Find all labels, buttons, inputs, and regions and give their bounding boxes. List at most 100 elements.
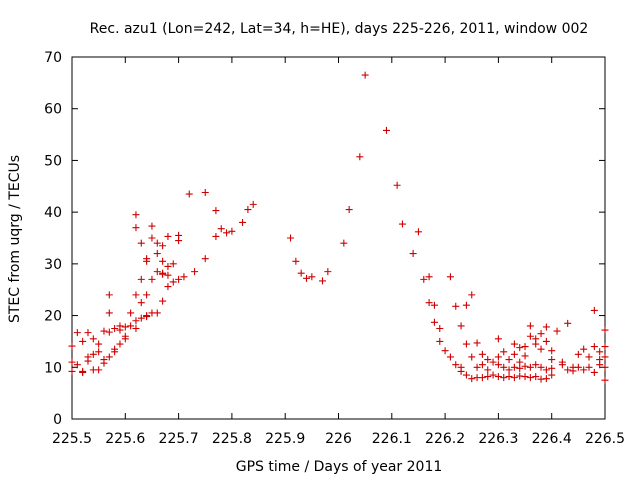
- data-point: [542, 337, 550, 345]
- data-point: [601, 343, 609, 351]
- y-tick-label: 70: [44, 50, 62, 66]
- data-point: [430, 318, 438, 326]
- data-point: [137, 275, 145, 283]
- data-point: [601, 376, 609, 384]
- data-point: [526, 374, 534, 382]
- data-point: [79, 337, 87, 345]
- data-point: [164, 262, 172, 270]
- x-tick-label: 225.8: [212, 431, 252, 447]
- data-point: [478, 350, 486, 358]
- data-point: [521, 362, 529, 370]
- data-point: [244, 206, 252, 214]
- data-point: [505, 356, 513, 364]
- data-point: [73, 329, 81, 337]
- data-point: [452, 302, 460, 310]
- data-point: [223, 229, 231, 237]
- data-point: [137, 299, 145, 307]
- data-point: [516, 344, 524, 352]
- data-point: [201, 255, 209, 263]
- data-point: [361, 71, 369, 79]
- data-point: [590, 306, 598, 314]
- data-point: [542, 375, 550, 383]
- x-tick-label: 226.1: [372, 431, 412, 447]
- data-point: [175, 275, 183, 283]
- data-point: [500, 348, 508, 356]
- data-points: [68, 71, 609, 384]
- data-point: [143, 291, 151, 299]
- data-point: [143, 255, 151, 263]
- data-point: [164, 232, 172, 240]
- data-point: [420, 275, 428, 283]
- data-point: [324, 268, 332, 276]
- data-point: [478, 361, 486, 369]
- data-point: [505, 366, 513, 374]
- data-point: [159, 242, 167, 250]
- data-point: [105, 328, 113, 336]
- data-point: [105, 291, 113, 299]
- data-point: [132, 211, 140, 219]
- data-point: [521, 373, 529, 381]
- data-point: [494, 335, 502, 343]
- data-point: [68, 342, 76, 350]
- data-point: [548, 364, 556, 372]
- data-point: [601, 363, 609, 371]
- data-point: [580, 366, 588, 374]
- data-point: [473, 363, 481, 371]
- data-point: [430, 301, 438, 309]
- x-tick-label: 225.7: [159, 431, 199, 447]
- data-point: [100, 327, 108, 335]
- data-point: [574, 350, 582, 358]
- x-tick-label: 225.6: [105, 431, 145, 447]
- data-point: [548, 356, 556, 364]
- data-point: [159, 269, 167, 277]
- data-point: [143, 313, 151, 321]
- data-point: [105, 353, 113, 361]
- data-point: [287, 234, 295, 242]
- data-point: [494, 373, 502, 381]
- data-point: [409, 250, 417, 258]
- data-point: [596, 361, 604, 369]
- data-point: [79, 368, 87, 376]
- data-point: [319, 277, 327, 285]
- data-point: [89, 366, 97, 374]
- data-point: [398, 220, 406, 228]
- data-point: [500, 374, 508, 382]
- y-tick-label: 0: [53, 412, 62, 428]
- data-point: [457, 367, 465, 375]
- data-point: [532, 361, 540, 369]
- data-point: [484, 366, 492, 374]
- data-point: [212, 232, 220, 240]
- x-axis-label: GPS time / Days of year 2011: [236, 459, 443, 475]
- data-point: [68, 358, 76, 366]
- data-point: [137, 314, 145, 322]
- data-point: [489, 371, 497, 379]
- data-point: [132, 325, 140, 332]
- data-point: [292, 257, 300, 265]
- data-point: [462, 301, 470, 309]
- data-point: [127, 309, 135, 317]
- data-point: [239, 218, 247, 226]
- data-point: [116, 340, 124, 348]
- data-point: [100, 356, 108, 364]
- y-tick-label: 40: [44, 205, 62, 221]
- data-point: [89, 350, 97, 358]
- data-point: [95, 340, 103, 348]
- data-point: [89, 335, 97, 343]
- y-tick-label: 20: [44, 309, 62, 325]
- data-point: [132, 224, 140, 232]
- data-point: [462, 371, 470, 379]
- data-point: [532, 335, 540, 343]
- data-point: [500, 363, 508, 371]
- data-point: [153, 250, 161, 258]
- data-point: [159, 297, 167, 305]
- y-tick-label: 30: [44, 257, 62, 273]
- data-point: [457, 322, 465, 330]
- data-point: [494, 353, 502, 361]
- x-tick-label: 226.2: [425, 431, 465, 447]
- x-axis-ticks: 225.5 225.6 225.7 225.8 225.9 226 226.1 226.2 22…: [52, 57, 625, 447]
- data-point: [84, 329, 92, 337]
- data-point: [73, 361, 81, 369]
- data-point: [185, 190, 193, 198]
- x-tick-label: 225.5: [52, 431, 92, 447]
- data-point: [574, 363, 582, 371]
